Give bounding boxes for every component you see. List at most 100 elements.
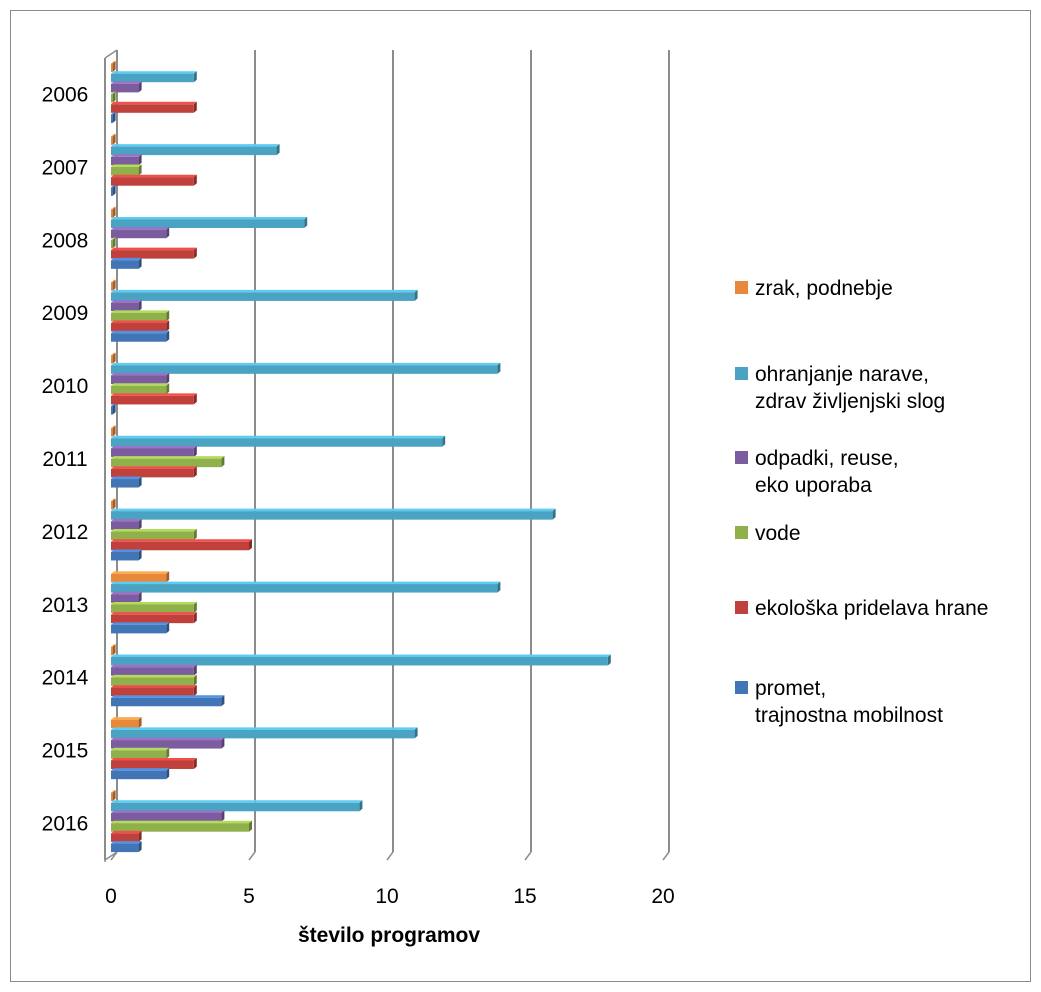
legend-swatch bbox=[735, 281, 748, 294]
bar-top-face bbox=[111, 227, 170, 230]
bar-front-face bbox=[111, 375, 167, 385]
bar-top-face bbox=[111, 591, 142, 595]
bar bbox=[111, 279, 116, 291]
bar-top-face bbox=[111, 539, 252, 542]
bar-top-face bbox=[111, 508, 556, 512]
bar bbox=[111, 257, 142, 269]
bar-side-face bbox=[138, 717, 142, 729]
bar-side-face bbox=[112, 133, 116, 145]
bar bbox=[111, 425, 116, 437]
bar-front-face bbox=[111, 667, 194, 676]
bar-side-face bbox=[193, 174, 197, 186]
y-category-label: 2007 bbox=[42, 156, 89, 179]
bar-front-face bbox=[111, 239, 113, 249]
bar bbox=[111, 518, 142, 530]
bar-front-face bbox=[111, 646, 113, 656]
y-category-label: 2009 bbox=[42, 302, 89, 325]
bar bbox=[111, 227, 170, 239]
grid-floor-line bbox=[248, 851, 256, 861]
x-tick-label: 5 bbox=[243, 885, 255, 908]
bar-front-face bbox=[111, 167, 139, 176]
bar bbox=[111, 352, 116, 364]
bar bbox=[111, 456, 225, 468]
bar-top-face bbox=[111, 757, 197, 761]
bar-front-face bbox=[111, 219, 305, 229]
bar-top-face bbox=[111, 112, 116, 115]
bar-side-face bbox=[166, 330, 170, 342]
bar-top-face bbox=[111, 164, 142, 168]
bar-front-face bbox=[111, 750, 167, 759]
bar-top-face bbox=[111, 445, 197, 449]
bar-side-face bbox=[112, 61, 116, 72]
bar-front-face bbox=[111, 83, 139, 93]
bar bbox=[111, 549, 142, 561]
y-category-label: 2010 bbox=[42, 375, 89, 398]
bar bbox=[111, 466, 197, 478]
bar-top-face bbox=[111, 144, 280, 147]
bar bbox=[111, 810, 225, 822]
bar-side-face bbox=[112, 112, 116, 123]
bar-top-face bbox=[111, 71, 197, 74]
bar-top-face bbox=[111, 476, 142, 480]
bar bbox=[111, 300, 142, 312]
bar-side-face bbox=[193, 612, 197, 624]
bar-front-face bbox=[111, 448, 194, 457]
bar-side-face bbox=[414, 727, 418, 739]
bar bbox=[111, 800, 363, 812]
bar-front-face bbox=[111, 438, 443, 447]
legend-item: ohranjanje narave, zdrav življenjski slo… bbox=[735, 361, 945, 415]
bar-top-face bbox=[111, 612, 197, 615]
bar-side-face bbox=[138, 476, 142, 488]
bar-top-face bbox=[111, 498, 116, 501]
bar-front-face bbox=[111, 136, 113, 145]
bar-top-face bbox=[111, 466, 197, 469]
bar-side-face bbox=[221, 810, 225, 822]
bar-side-face bbox=[138, 518, 142, 530]
bar-side-face bbox=[249, 539, 252, 551]
bar-side-face bbox=[249, 820, 252, 832]
bar-top-face bbox=[111, 841, 142, 844]
bar bbox=[111, 133, 116, 145]
x-tick-label: 0 bbox=[105, 885, 117, 908]
legend-label: vode bbox=[755, 522, 801, 545]
legend-item: ekološka pridelava hrane bbox=[735, 595, 988, 622]
bar-front-face bbox=[111, 428, 113, 437]
bar-side-face bbox=[112, 498, 116, 510]
x-tick-label: 15 bbox=[513, 885, 536, 908]
bar bbox=[111, 61, 116, 72]
bar bbox=[111, 403, 116, 415]
bar-front-face bbox=[111, 177, 194, 186]
bar bbox=[111, 644, 116, 656]
bar-top-face bbox=[111, 800, 363, 803]
bar-front-face bbox=[111, 73, 194, 83]
bar-side-face bbox=[276, 144, 280, 156]
bar-front-face bbox=[111, 146, 277, 156]
bar-top-face bbox=[111, 654, 611, 657]
bar bbox=[111, 747, 170, 759]
bar bbox=[111, 539, 252, 551]
bar-top-face bbox=[111, 154, 142, 157]
bar-front-face bbox=[111, 104, 194, 113]
bar bbox=[111, 674, 197, 686]
bar-top-face bbox=[111, 320, 170, 324]
bar-front-face bbox=[111, 312, 167, 322]
legend-swatch bbox=[735, 601, 748, 614]
bar bbox=[111, 81, 142, 93]
bar-front-face bbox=[111, 584, 498, 593]
bar-top-face bbox=[111, 820, 252, 824]
bar-top-face bbox=[111, 91, 116, 95]
bar bbox=[111, 841, 142, 853]
bar bbox=[111, 727, 418, 739]
bar-side-face bbox=[112, 279, 116, 291]
bar-top-face bbox=[111, 768, 170, 771]
bar-top-face bbox=[111, 435, 446, 439]
bar-front-face bbox=[111, 740, 222, 749]
bar-top-face bbox=[111, 685, 197, 688]
bar-front-face bbox=[111, 729, 415, 739]
bar bbox=[111, 237, 116, 249]
bar-top-face bbox=[111, 830, 142, 834]
x-tick-label: 20 bbox=[651, 885, 674, 908]
bar bbox=[111, 622, 170, 634]
bar-side-face bbox=[221, 456, 225, 468]
bar bbox=[111, 154, 142, 166]
